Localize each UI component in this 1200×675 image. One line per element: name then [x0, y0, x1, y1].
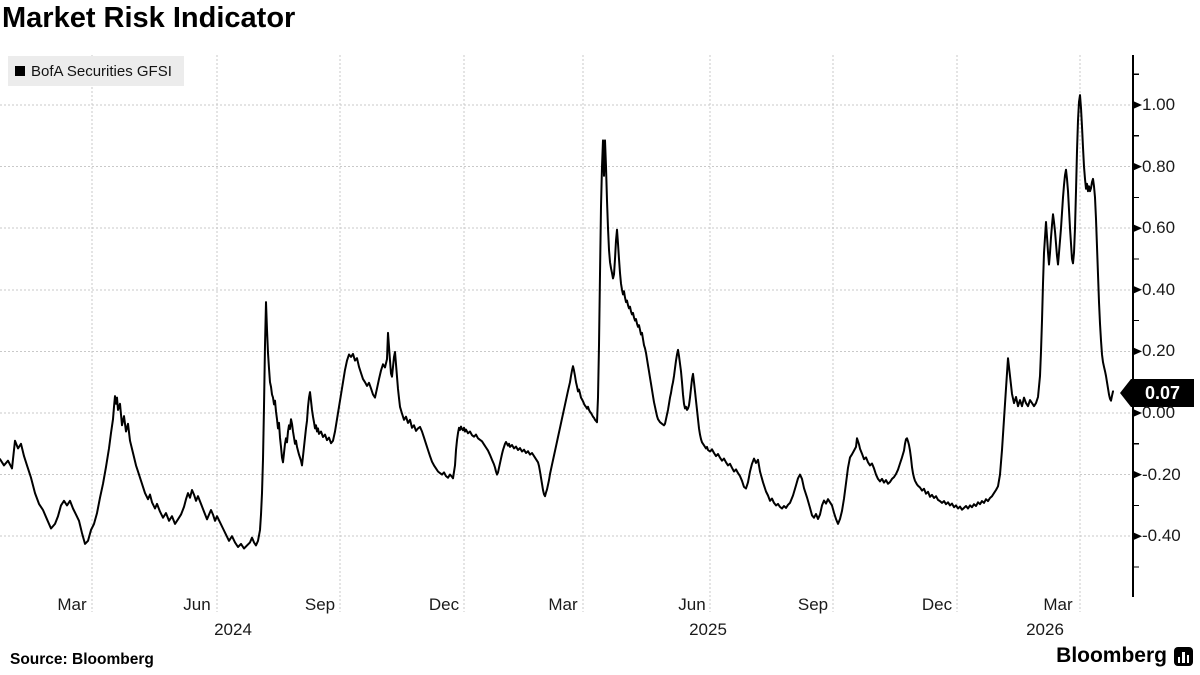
- y-axis-label: 0.80: [1142, 156, 1176, 176]
- series-line-bofa-securities-gfsi: [0, 94, 1114, 550]
- y-axis-label: 1.00: [1142, 95, 1176, 114]
- x-axis-month-label: Dec: [428, 595, 460, 614]
- legend-label: BofA Securities GFSI: [31, 62, 172, 80]
- legend-swatch-icon: [15, 66, 25, 76]
- page-title: Market Risk Indicator: [2, 2, 296, 34]
- x-axis-year-label: 2024: [214, 620, 252, 639]
- x-axis-month-label: Dec: [921, 595, 953, 614]
- y-axis-tick-arrow: [1133, 224, 1142, 233]
- y-axis-tick-arrow: [1133, 347, 1142, 356]
- x-axis-year-label: 2025: [689, 620, 727, 639]
- y-axis-tick-arrow: [1133, 470, 1142, 479]
- y-axis-label: 0.40: [1142, 279, 1176, 299]
- y-axis-tick-arrow: [1133, 101, 1142, 109]
- x-axis-month-label: Mar: [57, 595, 87, 614]
- x-axis-month-label: Mar: [1043, 595, 1073, 614]
- y-axis-tick-arrow: [1133, 162, 1142, 171]
- source-note: Source: Bloomberg: [10, 651, 154, 668]
- x-axis-year-label: 2026: [1026, 620, 1064, 639]
- x-axis-month-label: Sep: [304, 595, 336, 614]
- y-axis-label: -0.20: [1142, 464, 1181, 484]
- x-axis-month-label: Mar: [548, 595, 578, 614]
- y-axis-label: 0.20: [1142, 341, 1176, 361]
- bloomberg-bars-icon: [1174, 646, 1193, 666]
- y-axis-label: -0.40: [1142, 526, 1181, 546]
- y-axis-tick-arrow: [1133, 532, 1142, 541]
- last-value-badge: 0.07: [1120, 379, 1194, 407]
- y-axis-tick-arrow: [1133, 409, 1142, 417]
- x-axis-month-label: Sep: [797, 595, 829, 614]
- y-axis-label: 0.00: [1142, 403, 1176, 422]
- y-axis-tick-arrow: [1133, 285, 1142, 294]
- y-axis-label: 0.60: [1142, 218, 1176, 238]
- x-axis-month-label: Jun: [678, 595, 706, 614]
- bloomberg-wordmark: Bloomberg: [1056, 644, 1167, 667]
- x-axis-month-label: Jun: [183, 595, 211, 614]
- bloomberg-branding: Bloomberg: [1056, 644, 1193, 668]
- legend: BofA Securities GFSI: [8, 56, 184, 86]
